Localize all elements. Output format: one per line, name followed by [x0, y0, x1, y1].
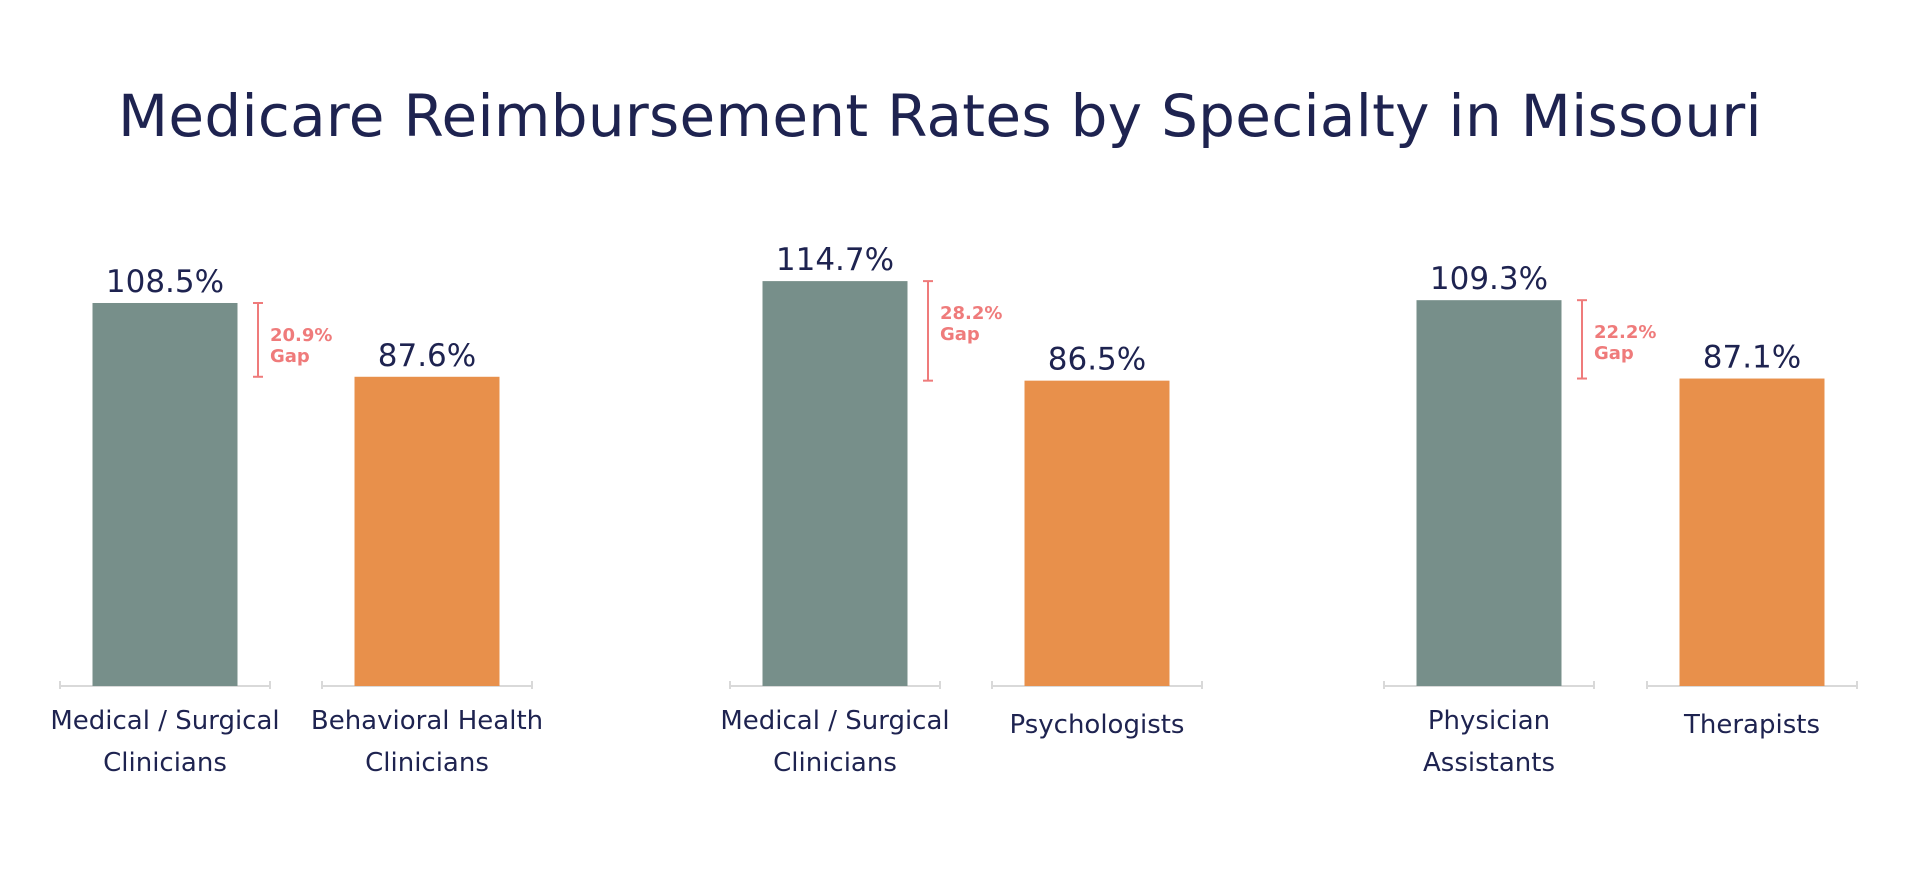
category-label: Behavioral Health — [311, 706, 543, 736]
category-label: Medical / Surgical — [720, 706, 949, 736]
bar-behavioral-1 — [1024, 380, 1170, 686]
category-label: Clinicians — [773, 748, 897, 778]
gap-label: Gap — [1594, 343, 1634, 364]
bar-medical-1 — [762, 281, 908, 686]
category-label: Clinicians — [103, 748, 227, 778]
bar-behavioral-0 — [354, 376, 500, 686]
gap-label: Gap — [270, 346, 310, 367]
category-label: Medical / Surgical — [50, 706, 279, 736]
gap-label: Gap — [940, 324, 980, 345]
category-label: Physician — [1428, 706, 1550, 736]
chart-title: Medicare Reimbursement Rates by Specialt… — [118, 82, 1762, 150]
value-label: 109.3% — [1430, 261, 1548, 297]
value-label: 108.5% — [106, 264, 224, 300]
value-label: 114.7% — [776, 242, 894, 278]
value-label: 87.6% — [378, 338, 476, 374]
value-label: 87.1% — [1703, 340, 1801, 376]
category-label: Assistants — [1423, 748, 1555, 778]
value-label: 86.5% — [1048, 342, 1146, 378]
bar-medical-2 — [1416, 300, 1562, 686]
gap-label: 22.2% — [1594, 322, 1656, 343]
category-label: Therapists — [1683, 710, 1820, 740]
bar-medical-0 — [92, 302, 238, 686]
gap-label: 20.9% — [270, 325, 332, 346]
bar-behavioral-2 — [1679, 378, 1825, 686]
category-label: Clinicians — [365, 748, 489, 778]
category-label: Psychologists — [1010, 710, 1185, 740]
gap-label: 28.2% — [940, 303, 1002, 324]
